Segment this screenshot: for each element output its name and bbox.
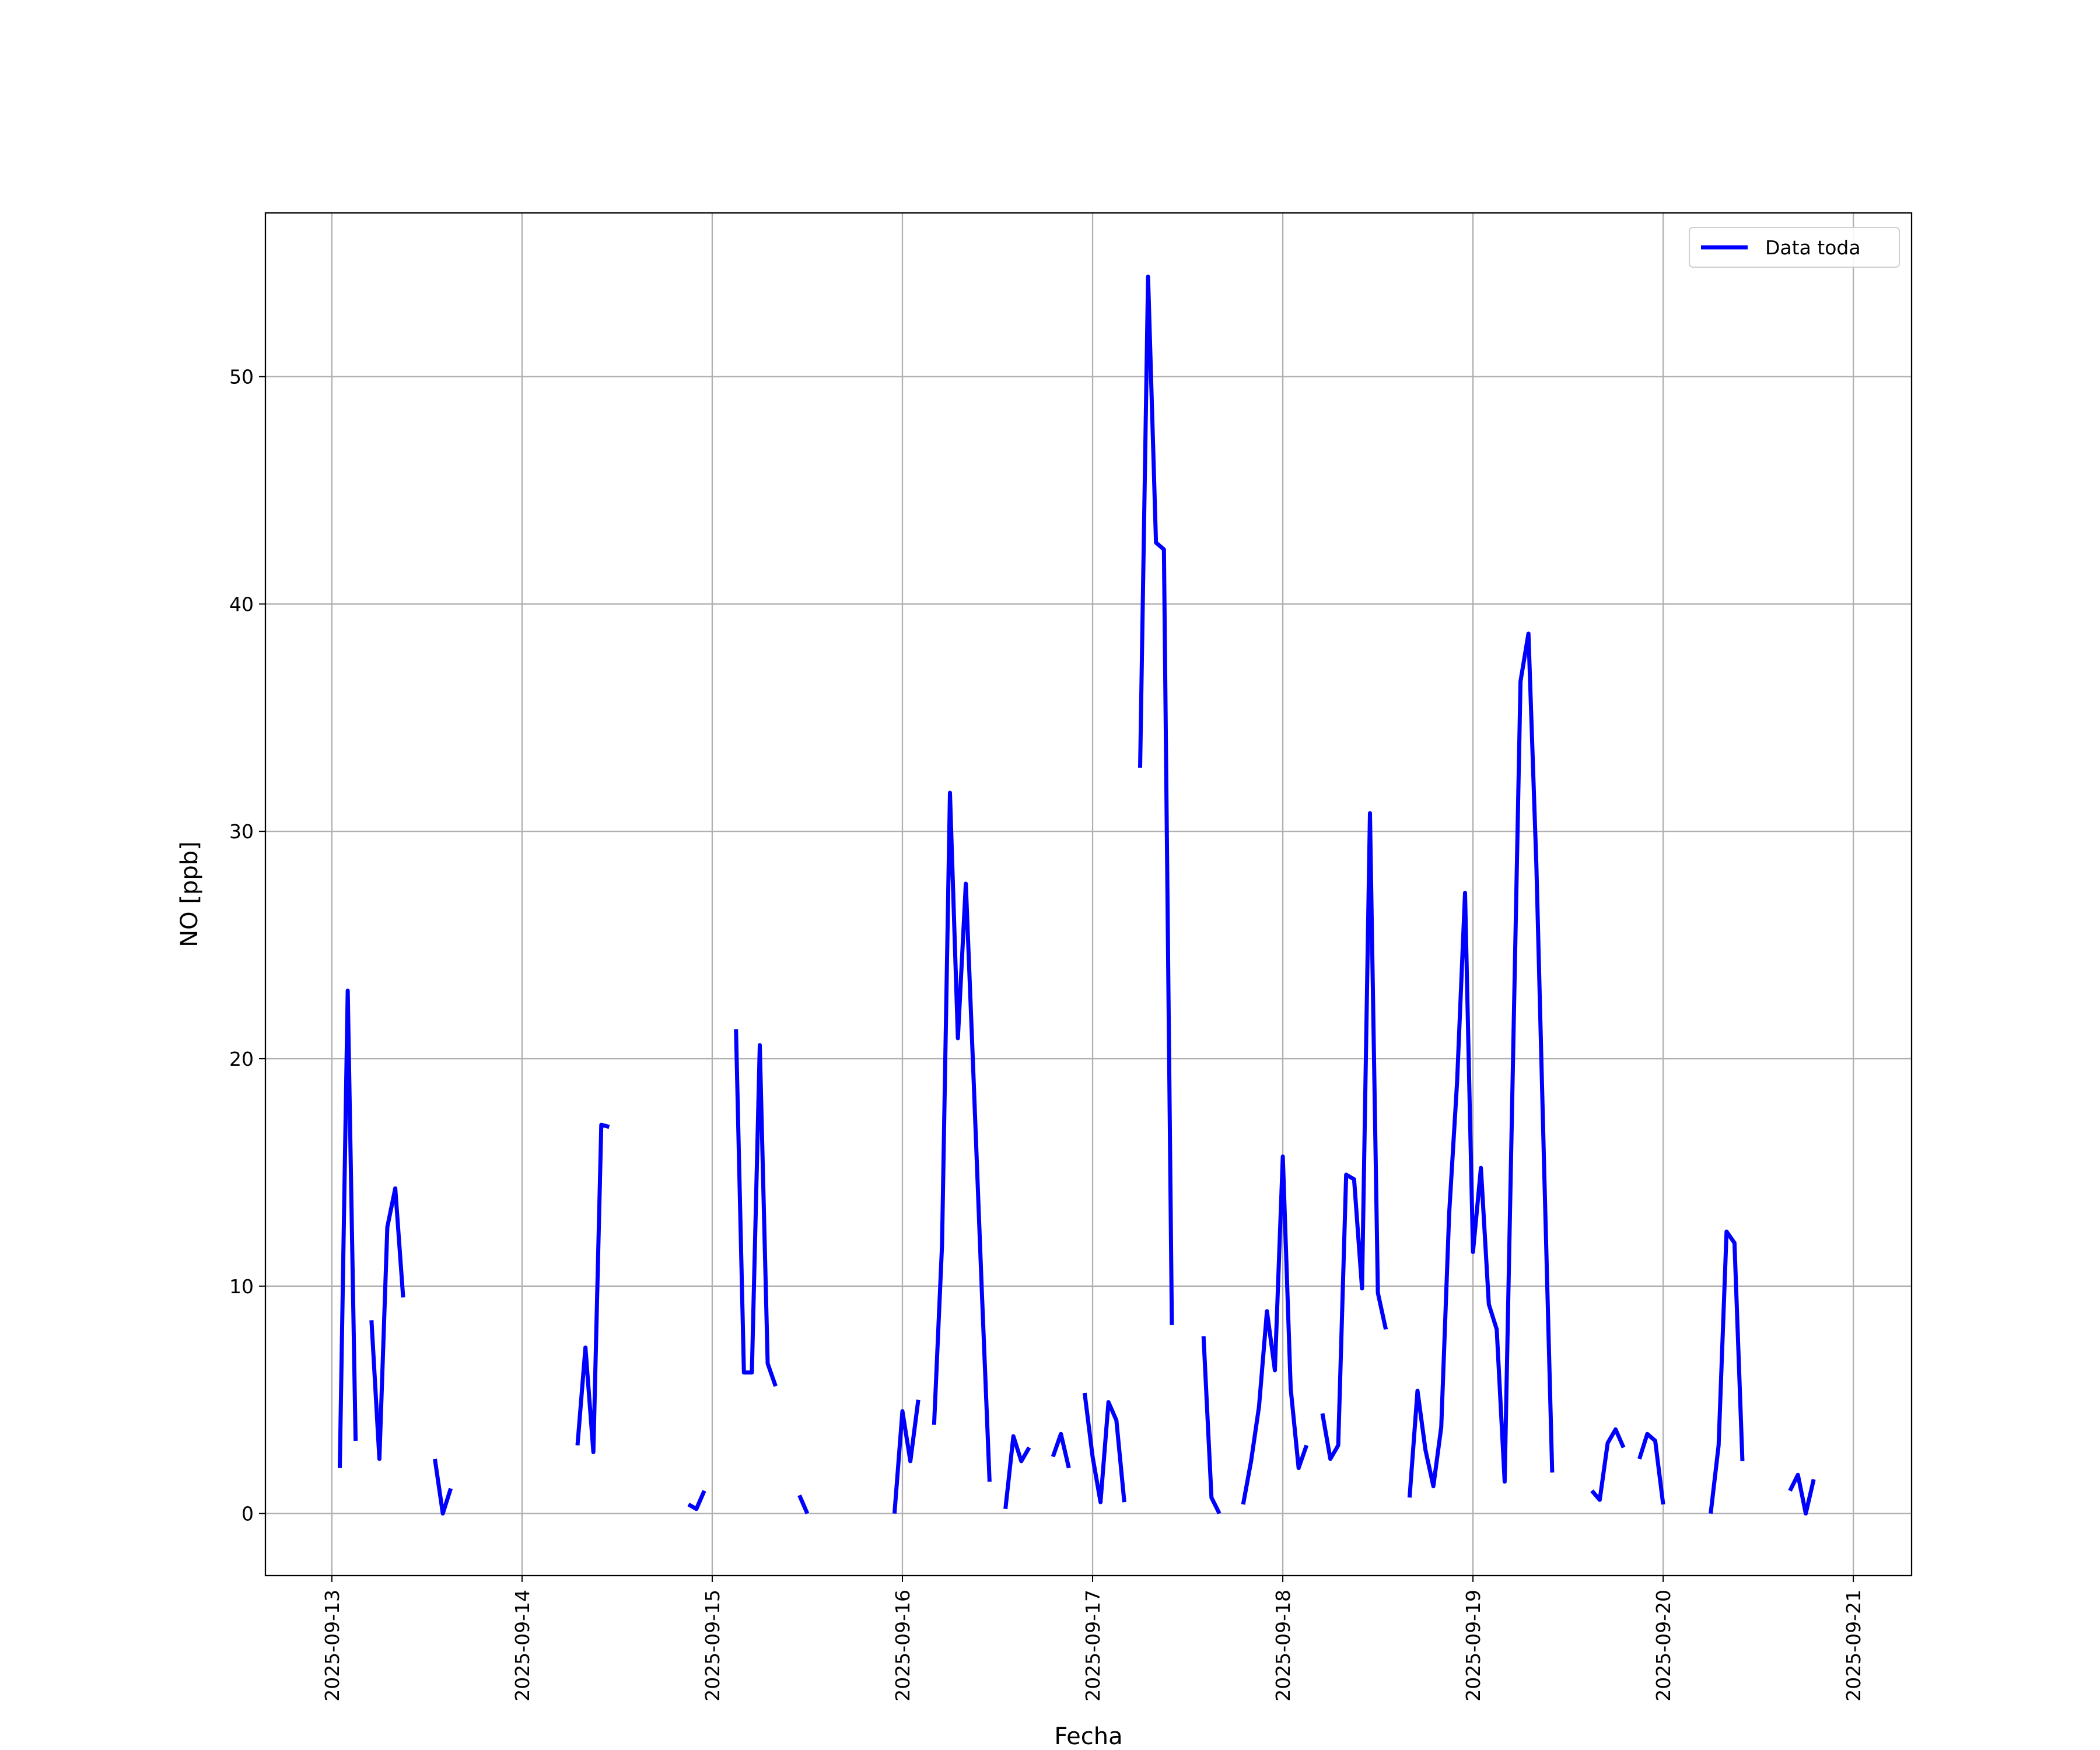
data-line [338,274,1816,1516]
plot-area [338,274,1816,1516]
y-tick-label: 40 [229,593,254,615]
y-axis-label: NO [ppb] [176,841,203,947]
y-tick-label: 50 [229,366,254,388]
y-tick-label: 20 [229,1048,254,1070]
x-tick-label: 2025-09-15 [701,1590,724,1702]
y-tick-label: 0 [242,1503,254,1525]
x-axis-label: Fecha [1054,1723,1122,1750]
y-tick-label: 30 [229,820,254,843]
x-tick-label: 2025-09-14 [511,1590,534,1702]
x-tick-label: 2025-09-16 [891,1590,914,1702]
x-tick-label: 2025-09-13 [321,1590,344,1702]
x-tick-label: 2025-09-18 [1272,1590,1294,1702]
legend-label: Data toda [1765,236,1861,259]
x-tick-label: 2025-09-20 [1652,1590,1675,1702]
x-tick-label: 2025-09-21 [1842,1590,1865,1702]
plot-frame [264,212,1913,1577]
legend-box [1689,227,1900,268]
x-tick-label: 2025-09-17 [1082,1590,1104,1702]
y-tick-label: 10 [229,1275,254,1298]
x-tick-label: 2025-09-19 [1462,1590,1485,1702]
